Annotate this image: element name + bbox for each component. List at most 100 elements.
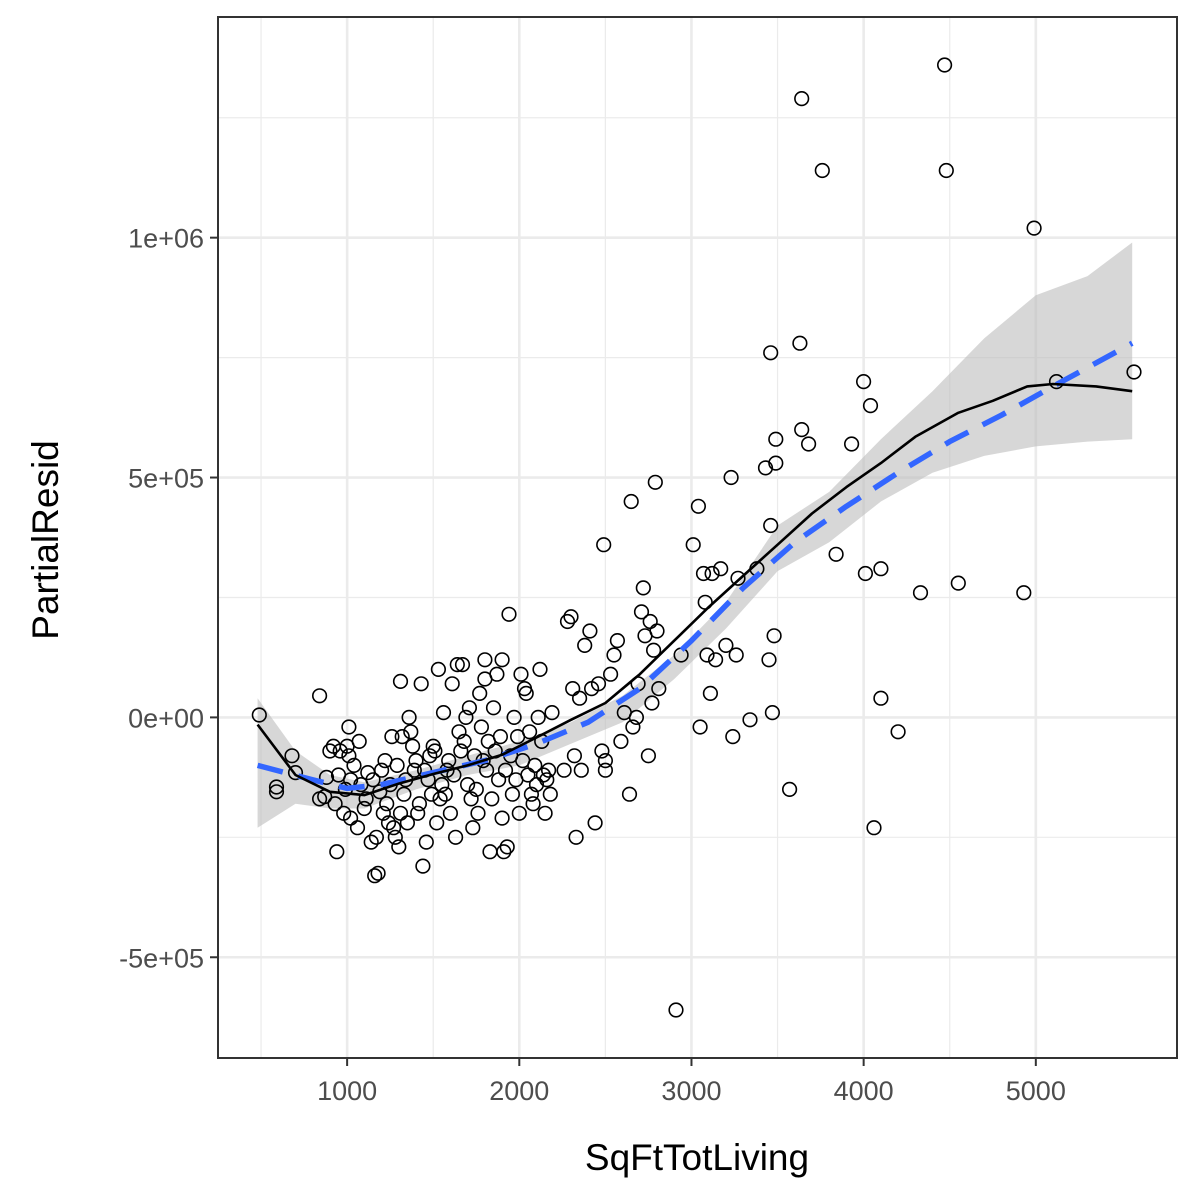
data-point bbox=[768, 455, 784, 471]
data-point bbox=[723, 469, 739, 486]
x-tick-label: 3000 bbox=[661, 1076, 721, 1106]
data-point bbox=[761, 652, 777, 668]
data-point bbox=[800, 436, 817, 452]
data-point bbox=[396, 786, 412, 802]
data-point bbox=[492, 728, 509, 745]
data-point bbox=[521, 724, 538, 740]
data-point bbox=[699, 647, 715, 663]
data-point bbox=[794, 90, 810, 107]
data-point bbox=[465, 820, 481, 836]
data-point bbox=[322, 743, 338, 759]
data-point bbox=[418, 834, 434, 850]
data-point bbox=[429, 815, 445, 831]
data-point bbox=[405, 738, 421, 754]
data-point bbox=[571, 690, 588, 706]
data-point bbox=[391, 839, 407, 855]
data-point bbox=[327, 796, 343, 812]
data-point bbox=[458, 709, 474, 726]
y-axis-title: PartialResid bbox=[25, 440, 66, 639]
data-point bbox=[403, 724, 419, 740]
data-point bbox=[690, 498, 707, 514]
data-point bbox=[873, 561, 889, 577]
data-point bbox=[621, 786, 638, 802]
confidence-ribbon bbox=[257, 242, 1133, 828]
panel-background bbox=[218, 17, 1177, 1058]
data-point bbox=[268, 784, 285, 800]
data-point bbox=[399, 815, 416, 831]
data-point bbox=[501, 606, 517, 622]
data-point bbox=[938, 162, 954, 179]
data-point bbox=[713, 561, 729, 577]
data-point bbox=[535, 767, 552, 783]
data-point bbox=[389, 757, 405, 774]
data-point bbox=[504, 786, 521, 802]
data-point bbox=[1026, 220, 1042, 236]
data-point bbox=[392, 673, 409, 690]
x-tick-label: 2000 bbox=[489, 1076, 549, 1106]
data-point bbox=[704, 565, 720, 582]
data-point bbox=[413, 676, 429, 692]
data-point bbox=[375, 805, 391, 821]
data-point bbox=[365, 772, 381, 788]
data-point bbox=[730, 570, 746, 586]
data-point bbox=[384, 728, 400, 745]
data-point bbox=[530, 709, 546, 726]
data-point bbox=[766, 628, 782, 644]
x-tick-label: 5000 bbox=[1006, 1076, 1066, 1106]
data-point bbox=[563, 609, 579, 625]
data-point bbox=[442, 805, 459, 821]
data-point bbox=[370, 865, 386, 881]
data-point bbox=[707, 652, 724, 668]
data-point bbox=[410, 805, 426, 821]
data-point bbox=[494, 810, 510, 826]
data-point bbox=[640, 748, 657, 764]
data-point bbox=[527, 757, 543, 774]
data-point bbox=[437, 786, 453, 802]
data-point bbox=[594, 743, 610, 759]
data-point bbox=[367, 868, 383, 884]
data-point bbox=[341, 748, 357, 764]
data-point bbox=[862, 398, 879, 414]
data-point bbox=[406, 762, 422, 778]
data-point bbox=[329, 844, 345, 860]
data-point bbox=[525, 796, 541, 812]
data-point bbox=[451, 724, 467, 740]
data-point bbox=[544, 704, 560, 721]
data-point bbox=[602, 666, 619, 682]
data-point bbox=[358, 791, 374, 807]
data-point bbox=[444, 676, 460, 692]
data-point bbox=[485, 700, 502, 716]
data-point bbox=[448, 829, 464, 845]
loess-smooth-line bbox=[256, 382, 1133, 797]
data-point bbox=[792, 335, 808, 351]
data-point bbox=[379, 796, 395, 812]
data-point bbox=[489, 666, 505, 682]
data-point bbox=[472, 685, 488, 702]
data-point bbox=[479, 762, 495, 778]
data-point bbox=[408, 752, 424, 769]
data-point bbox=[912, 585, 929, 601]
data-point bbox=[349, 820, 366, 836]
data-point bbox=[936, 57, 953, 73]
data-point bbox=[363, 834, 379, 850]
data-point bbox=[587, 815, 603, 831]
data-point bbox=[454, 656, 471, 673]
data-point bbox=[635, 580, 651, 596]
data-point bbox=[268, 779, 285, 795]
data-point bbox=[468, 781, 484, 798]
data-point bbox=[855, 374, 872, 390]
data-point bbox=[513, 666, 529, 682]
data-point bbox=[470, 805, 486, 821]
data-point bbox=[394, 728, 410, 745]
linear-fit-line bbox=[256, 340, 1134, 792]
data-point bbox=[351, 733, 367, 750]
data-point bbox=[613, 733, 629, 750]
data-point bbox=[573, 762, 589, 778]
data-point bbox=[539, 772, 555, 788]
data-point bbox=[1126, 364, 1142, 380]
data-point bbox=[768, 431, 784, 447]
confidence-band bbox=[257, 242, 1133, 828]
y-tick-label: 5e+05 bbox=[128, 464, 204, 494]
data-point bbox=[499, 839, 515, 855]
data-point bbox=[312, 688, 328, 704]
